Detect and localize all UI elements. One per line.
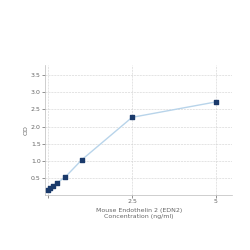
Point — [214, 100, 218, 104]
Point — [48, 186, 52, 190]
Point — [63, 175, 67, 179]
Point — [46, 188, 50, 192]
Point — [130, 115, 134, 119]
X-axis label: Mouse Endothelin 2 (EDN2)
Concentration (ng/ml): Mouse Endothelin 2 (EDN2) Concentration … — [96, 208, 182, 219]
Point — [55, 181, 59, 185]
Point — [50, 184, 54, 188]
Y-axis label: OD: OD — [23, 125, 28, 135]
Point — [80, 158, 84, 162]
